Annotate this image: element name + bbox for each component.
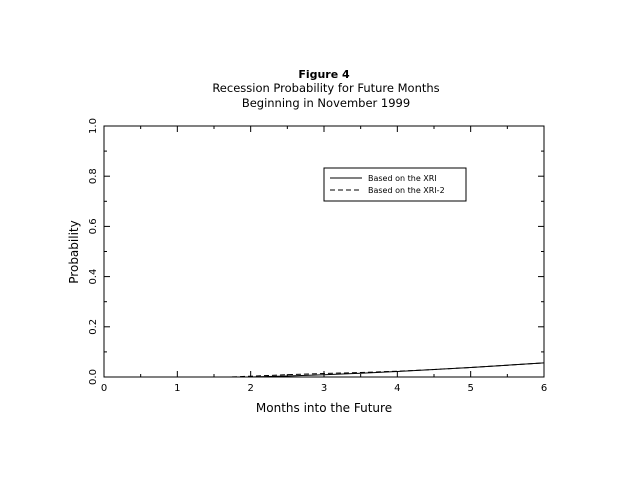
- chart-subtitle-line-2: Beginning in November 1999: [242, 96, 410, 110]
- y-tick-label: 1.0: [88, 118, 99, 134]
- x-tick-label: 4: [394, 383, 400, 394]
- x-tick-label: 3: [321, 383, 327, 394]
- y-axis-label: Probability: [67, 220, 81, 283]
- x-axis-tick-labels: 0 1 2 3 4 5 6: [101, 383, 547, 394]
- legend: Based on the XRI Based on the XRI-2: [323, 167, 467, 202]
- x-axis-ticks: [103, 126, 545, 377]
- x-tick-label: 0: [101, 383, 107, 394]
- legend-label-xri-2: Based on the XRI-2: [368, 186, 445, 195]
- plot-frame: [103, 125, 545, 378]
- legend-label-xri: Based on the XRI: [368, 174, 437, 183]
- x-tick-label: 1: [174, 383, 180, 394]
- y-axis-ticks: [104, 125, 544, 378]
- series-line-xri: [104, 362, 545, 378]
- chart-title: Figure 4: [298, 68, 350, 81]
- x-axis-label: Months into the Future: [256, 401, 392, 415]
- y-tick-label: 0.8: [88, 168, 99, 184]
- x-tick-label: 2: [247, 383, 253, 394]
- y-axis-tick-labels: 0.0 0.2 0.4 0.6 0.8 1.0: [88, 118, 99, 385]
- y-tick-label: 0.6: [88, 218, 99, 234]
- y-tick-label: 0.0: [88, 369, 99, 385]
- x-tick-label: 6: [541, 383, 547, 394]
- y-tick-label: 0.2: [88, 319, 99, 335]
- x-tick-label: 5: [467, 383, 473, 394]
- series-lines: [104, 362, 545, 378]
- series-line-xri-2: [104, 362, 545, 378]
- legend-box: [323, 167, 467, 202]
- y-tick-label: 0.4: [88, 269, 99, 285]
- chart-subtitle-line-1: Recession Probability for Future Months: [212, 81, 439, 95]
